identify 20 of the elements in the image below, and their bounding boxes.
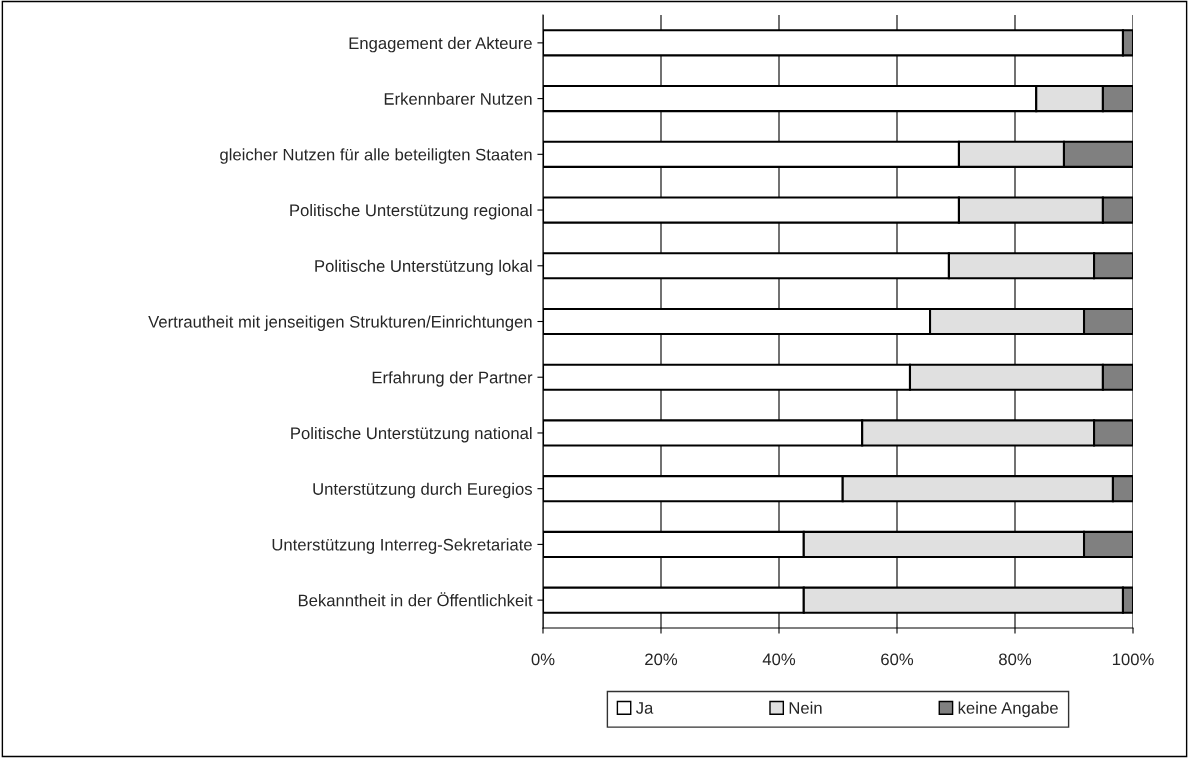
x-tick-label: 80% — [999, 653, 1032, 666]
x-tick-label: 40% — [762, 653, 796, 666]
x-tick-label: 60% — [881, 653, 914, 666]
legend-label: keine Angabe — [958, 701, 1058, 718]
y-tick-label: gleicher Nutzen für alle beteiligten Staaten — [220, 148, 532, 164]
y-tick-label: Bekanntheit in der Öffentlichkeit — [298, 592, 533, 607]
legend-label: Nein — [789, 701, 822, 714]
x-tick-label: 20% — [645, 653, 678, 666]
x-tick-label: 0% — [531, 653, 555, 666]
y-tick-label: Politische Unterstützung regional — [290, 204, 532, 220]
y-tick-label: Unterstützung durch Euregios — [313, 482, 532, 499]
x-tick-label: 100% — [1112, 653, 1154, 666]
y-tick-label: Politische Unterstützung lokal — [315, 259, 532, 276]
y-tick-label: Erfahrung der Partner — [372, 371, 533, 387]
y-tick-label: Erkennbarer Nutzen — [384, 92, 532, 105]
y-tick-label: Politische Unterstützung national — [291, 426, 532, 443]
y-tick-label: Unterstützung Interreg-Sekretariate — [272, 538, 532, 554]
y-tick-label: Engagement der Akteure — [349, 36, 532, 53]
legend-label: Ja — [635, 702, 654, 714]
y-tick-label: Vertrautheit mit jenseitigen Strukturen/Einrichtungen — [148, 315, 532, 331]
